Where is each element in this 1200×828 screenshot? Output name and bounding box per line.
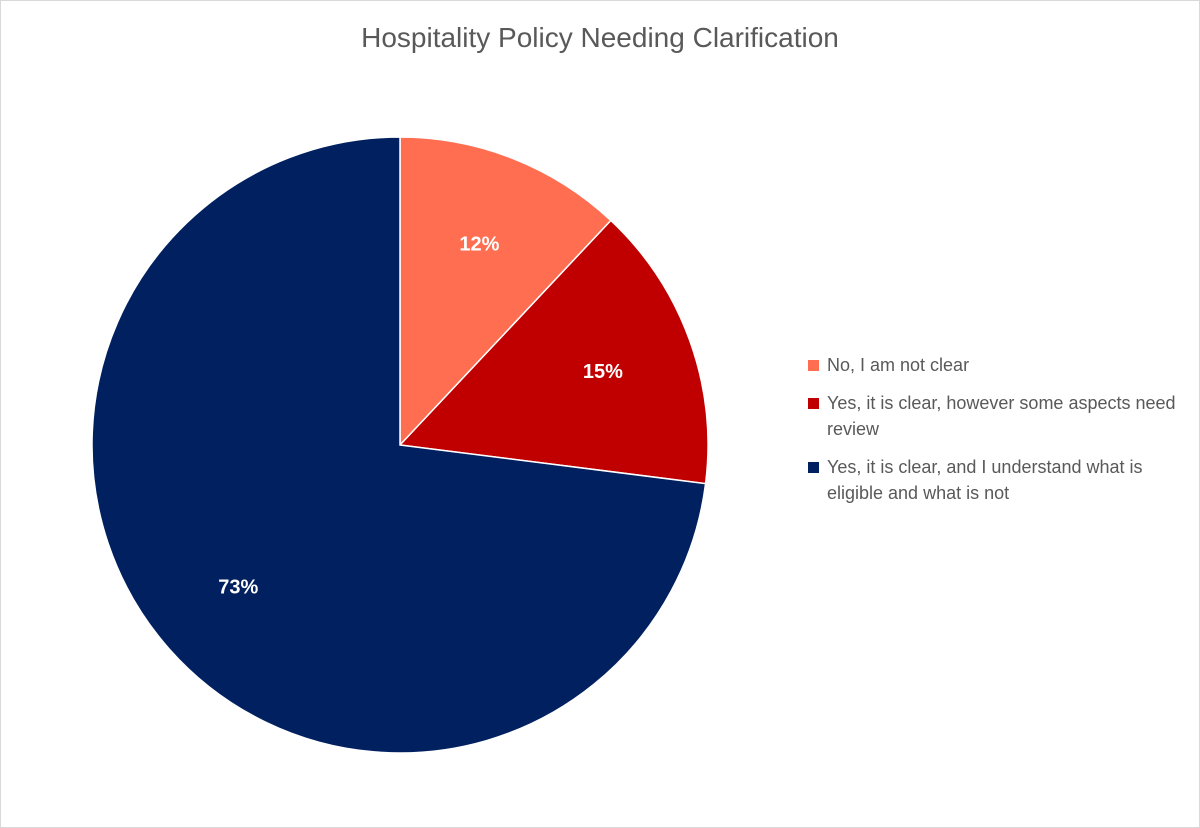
legend-label-3: Yes, it is clear, and I understand what … — [827, 457, 1143, 503]
chart-title: Hospitality Policy Needing Clarification — [361, 22, 839, 53]
data-label-3: 73% — [218, 577, 258, 599]
legend-label-2: Yes, it is clear, however some aspects n… — [827, 393, 1176, 439]
data-label-2: 15% — [583, 361, 623, 383]
pie-slice-3 — [91, 136, 707, 754]
pie-data-labels: 12% 15% 73% — [218, 234, 623, 599]
legend-swatch-2 — [808, 398, 819, 409]
pie-slices — [91, 136, 709, 754]
data-label-1: 12% — [459, 234, 499, 256]
legend-label-1: No, I am not clear — [827, 355, 970, 375]
legend-item-3: Yes, it is clear, and I understand what … — [808, 454, 1188, 506]
legend-item-2: Yes, it is clear, however some aspects n… — [808, 390, 1188, 442]
pie-slice-1 — [399, 136, 612, 447]
legend: No, I am not clear Yes, it is clear, howe… — [808, 352, 1188, 518]
legend-item-1: No, I am not clear — [808, 352, 1188, 378]
legend-swatch-3 — [808, 462, 819, 473]
pie-slice-2 — [398, 219, 709, 485]
legend-swatch-1 — [808, 360, 819, 371]
